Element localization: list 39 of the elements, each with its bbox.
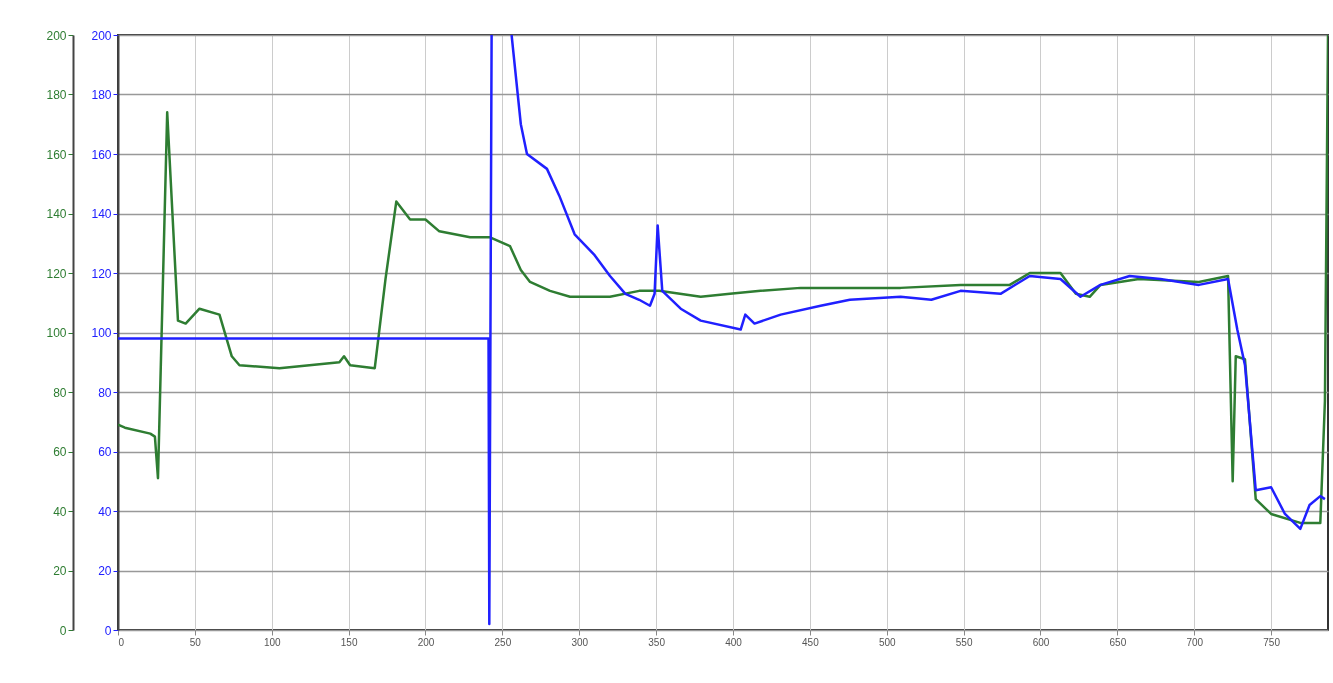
y-tick-label: 0 xyxy=(59,623,67,638)
y2-tick-label: 40 xyxy=(98,504,112,519)
x-tick-label: 650 xyxy=(1109,636,1127,648)
y2-tick-label: 140 xyxy=(91,207,112,221)
x-tick-label: 550 xyxy=(955,636,973,648)
x-tick-label: 350 xyxy=(648,636,666,648)
y2-tick-label: 80 xyxy=(98,385,112,400)
x-tick-label: 100 xyxy=(263,636,282,648)
y2-tick-label: 180 xyxy=(91,88,112,102)
x-tick-label: 700 xyxy=(1186,636,1204,648)
y-tick-label: 120 xyxy=(46,266,67,281)
x-tick-label: 450 xyxy=(802,636,820,648)
x-tick-label: 50 xyxy=(189,636,202,648)
x-tick-label: 200 xyxy=(417,636,435,648)
y2-tick-label: 120 xyxy=(91,266,112,281)
y2-tick-label: 60 xyxy=(98,445,112,459)
x-tick-label: 0 xyxy=(118,636,125,648)
x-tick-label: 300 xyxy=(571,636,589,648)
y2-tick-label: 0 xyxy=(104,623,112,638)
x-tick-label: 500 xyxy=(878,636,897,648)
y-tick-label: 20 xyxy=(53,564,67,578)
y-tick-label: 40 xyxy=(53,504,67,519)
y-tick-label: 200 xyxy=(46,28,67,43)
x-tick-label: 150 xyxy=(340,636,358,648)
x-tick-label: 250 xyxy=(494,636,512,648)
y2-tick-label: 160 xyxy=(91,147,112,162)
y-tick-label: 160 xyxy=(46,147,67,162)
y-tick-label: 100 xyxy=(46,326,67,340)
y2-tick-label: 20 xyxy=(98,564,112,578)
x-tick-label: 600 xyxy=(1032,636,1050,648)
y-tick-label: 140 xyxy=(46,207,67,221)
y-tick-label: 180 xyxy=(46,88,67,102)
line-series xyxy=(118,35,1328,525)
y2-tick-label: 100 xyxy=(91,326,112,340)
y-tick-label: 80 xyxy=(53,385,67,400)
x-tick-label: 400 xyxy=(725,636,743,648)
x-tick-label: 750 xyxy=(1263,636,1281,648)
y2-tick-label: 200 xyxy=(91,28,112,43)
y-tick-label: 60 xyxy=(53,445,67,459)
